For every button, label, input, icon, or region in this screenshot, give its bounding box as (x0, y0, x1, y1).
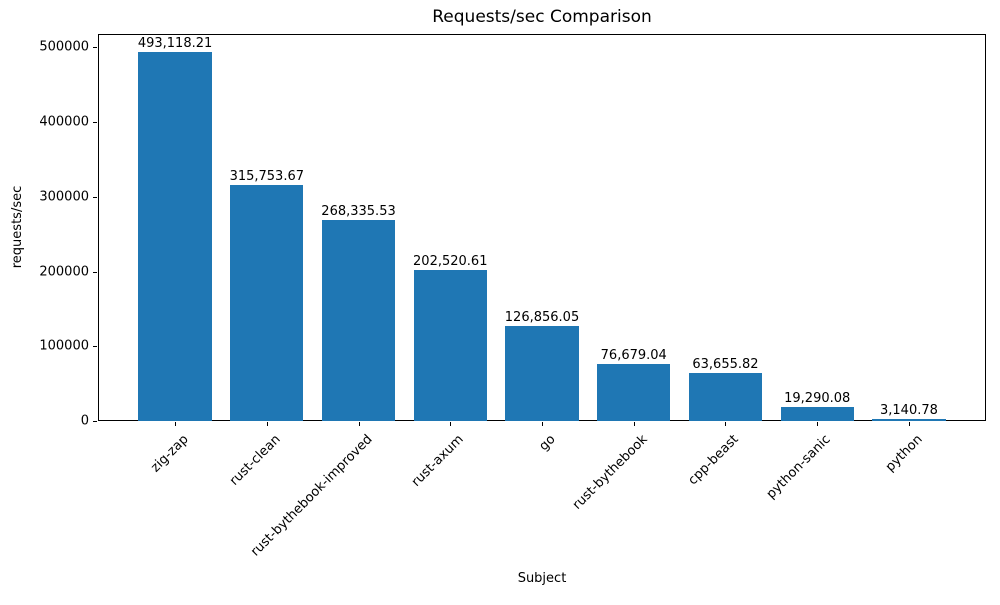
bar-value-label: 126,856.05 (504, 310, 580, 326)
y-tick-label: 300000 (39, 189, 89, 205)
bar-value-label: 268,335.53 (321, 204, 396, 220)
y-tick-mark (93, 47, 97, 49)
y-tick-label: 500000 (39, 39, 89, 55)
bar-value-label: 19,290.08 (784, 390, 851, 406)
bar-rust-bythebook (597, 363, 671, 421)
x-tick-mark (358, 422, 360, 426)
y-tick-mark (93, 421, 97, 422)
x-tick-mark (725, 422, 727, 426)
x-tick-mark (266, 422, 268, 426)
bar-value-label: 202,520.61 (413, 253, 488, 269)
y-tick-label: 100000 (39, 338, 89, 354)
x-tick-mark (175, 422, 177, 426)
y-tick-label: 200000 (39, 264, 89, 279)
bar-go (505, 326, 579, 421)
bar-value-label: 76,679.04 (600, 347, 667, 363)
chart-title: Requests/sec Comparison (432, 7, 652, 27)
bar-rust-axum (413, 269, 487, 421)
bar-python (872, 418, 946, 421)
bar-cpp-beast (688, 373, 763, 421)
bar-rust-bythebook-improved (321, 220, 396, 421)
bar-value-label: 493,118.21 (137, 36, 213, 52)
y-tick-mark (93, 196, 97, 198)
bar-value-label: 63,655.82 (692, 357, 759, 373)
x-tick-mark (542, 422, 543, 426)
bar-rust-clean (230, 184, 304, 421)
x-tick-mark (450, 422, 452, 426)
y-tick-mark (93, 122, 97, 124)
y-tick-label: 0 (80, 413, 89, 429)
y-tick-mark (93, 346, 97, 348)
bar-python-sanic (780, 406, 854, 421)
y-tick-mark (93, 271, 97, 273)
x-tick-mark (908, 422, 910, 426)
y-axis-label: requests/sec (10, 185, 25, 269)
y-tick-label: 400000 (39, 114, 89, 130)
x-tick-mark (817, 422, 819, 426)
bar-value-label: 3,140.78 (879, 402, 938, 418)
bar-zig-zap (138, 52, 212, 421)
x-axis-label: Subject (517, 571, 567, 586)
bar-value-label: 315,753.67 (229, 168, 304, 184)
x-tick-mark (633, 422, 635, 426)
